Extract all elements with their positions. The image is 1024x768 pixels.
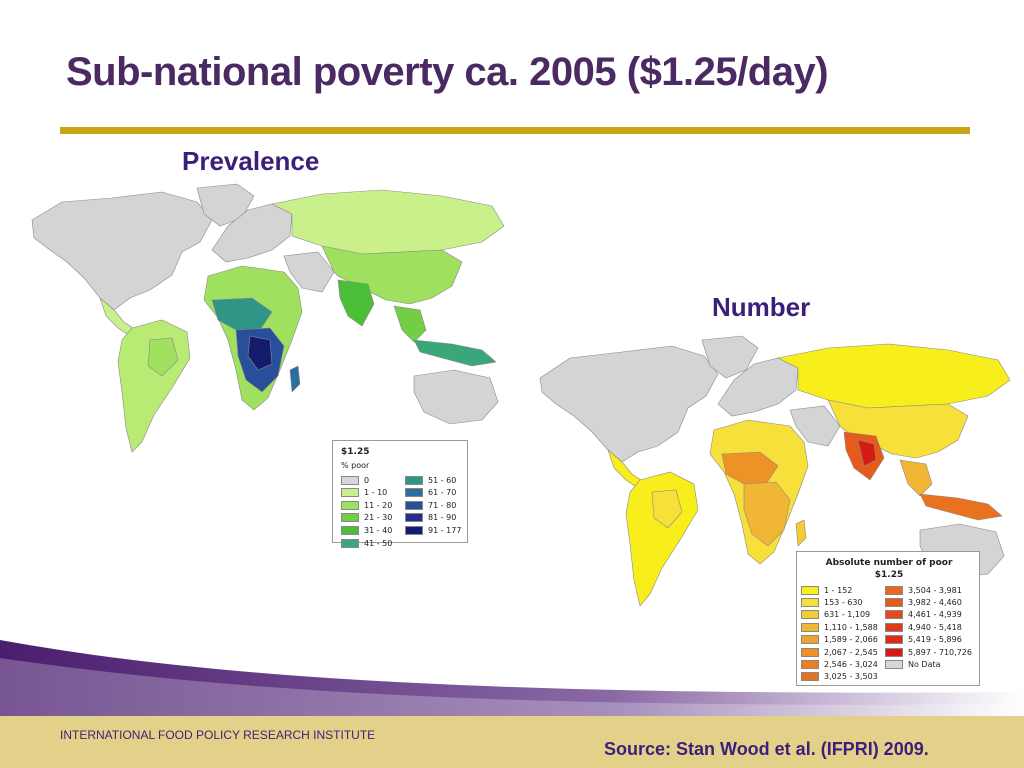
legend-label: No Data xyxy=(908,659,941,669)
legend-label: 2,546 - 3,024 xyxy=(824,659,878,669)
legend-swatch xyxy=(341,500,359,510)
legend-swatch xyxy=(341,525,359,535)
legend-swatch xyxy=(801,659,819,669)
legend-label: 91 - 177 xyxy=(428,525,462,535)
number-legend-item: 3,982 - 4,460 xyxy=(885,597,962,607)
prevalence-legend-item: 11 - 20 xyxy=(341,500,392,510)
legend-label: 21 - 30 xyxy=(364,513,393,523)
number-legend-item: 631 - 1,109 xyxy=(801,610,870,620)
legend-label: 81 - 90 xyxy=(428,513,457,523)
number-legend-item: 3,025 - 3,503 xyxy=(801,672,878,682)
legend-label: 5,419 - 5,896 xyxy=(908,635,962,645)
number-map-label: Number xyxy=(712,292,811,322)
prevalence-legend-title: $1.25 xyxy=(341,447,370,457)
prevalence-world-map xyxy=(31,183,505,453)
number-legend-item: 1,110 - 1,588 xyxy=(801,622,878,632)
legend-swatch xyxy=(885,647,903,657)
legend-label: 31 - 40 xyxy=(364,525,393,535)
number-world-map xyxy=(539,335,1011,607)
prevalence-legend-item: 51 - 60 xyxy=(405,475,456,485)
legend-swatch xyxy=(885,585,903,595)
prevalence-legend-item: 1 - 10 xyxy=(341,488,387,498)
legend-label: 631 - 1,109 xyxy=(824,610,871,620)
legend-label: 0 xyxy=(364,475,370,485)
legend-swatch xyxy=(405,513,423,523)
prevalence-map-label: Prevalence xyxy=(182,146,320,176)
legend-label: 1,589 - 2,066 xyxy=(824,635,878,645)
prevalence-legend-subtitle: % poor xyxy=(341,461,370,470)
legend-swatch xyxy=(801,610,819,620)
legend-label: 5,897 - 710,726 xyxy=(908,647,972,657)
number-legend-item: 3,504 - 3,981 xyxy=(885,585,962,595)
legend-swatch xyxy=(405,500,423,510)
prevalence-legend: $1.25 % poor 0 1 - 10 11 - 20 21 - 30 31 - 4… xyxy=(332,440,468,548)
legend-label: 3,504 - 3,981 xyxy=(908,585,962,595)
legend-swatch xyxy=(801,647,819,657)
prevalence-legend-item: 91 - 177 xyxy=(405,525,461,535)
legend-label: 3,982 - 4,460 xyxy=(908,597,962,607)
legend-swatch xyxy=(801,635,819,645)
institute-name: INTERNATIONAL FOOD POLICY RESEARCH INSTI… xyxy=(60,728,376,742)
prevalence-legend-item: 71 - 80 xyxy=(405,500,456,510)
legend-label: 11 - 20 xyxy=(364,500,393,510)
legend-label: 61 - 70 xyxy=(428,488,457,498)
legend-swatch xyxy=(341,513,359,523)
number-legend-item: 5,419 - 5,896 xyxy=(885,635,962,645)
legend-label: 41 - 50 xyxy=(364,538,393,548)
prevalence-legend-item: 0 xyxy=(341,475,369,485)
number-legend-item: No Data xyxy=(885,659,941,669)
slide-title: Sub-national poverty ca. 2005 ($1.25/day… xyxy=(66,50,829,94)
number-legend-item: 1,589 - 2,066 xyxy=(801,635,878,645)
legend-label: 4,940 - 5,418 xyxy=(908,622,962,632)
legend-swatch xyxy=(341,538,359,548)
source-citation: Source: Stan Wood et al. (IFPRI) 2009. xyxy=(604,739,929,759)
legend-label: 1,110 - 1,588 xyxy=(824,622,878,632)
title-rule xyxy=(60,127,970,134)
legend-swatch xyxy=(885,622,903,632)
legend-swatch xyxy=(885,610,903,620)
prevalence-legend-item: 81 - 90 xyxy=(405,513,456,523)
number-legend-item: 4,461 - 4,939 xyxy=(885,610,962,620)
prevalence-legend-item: 61 - 70 xyxy=(405,488,456,498)
number-legend-item: 4,940 - 5,418 xyxy=(885,622,962,632)
number-legend: Absolute number of poor $1.25 1 - 152 153… xyxy=(796,551,980,686)
legend-swatch xyxy=(885,659,903,669)
legend-swatch xyxy=(885,635,903,645)
legend-label: 51 - 60 xyxy=(428,475,457,485)
legend-label: 1 - 152 xyxy=(824,585,853,595)
number-legend-subtitle: $1.25 xyxy=(874,570,904,580)
legend-label: 1 - 10 xyxy=(364,488,388,498)
prevalence-legend-item: 21 - 30 xyxy=(341,513,392,523)
legend-label: 4,461 - 4,939 xyxy=(908,610,962,620)
legend-swatch xyxy=(405,475,423,485)
legend-swatch xyxy=(341,488,359,498)
number-legend-title: Absolute number of poor xyxy=(825,558,953,568)
legend-label: 3,025 - 3,503 xyxy=(824,672,878,682)
legend-label: 2,067 - 2,545 xyxy=(824,647,878,657)
number-legend-item: 153 - 630 xyxy=(801,597,863,607)
number-legend-item: 2,546 - 3,024 xyxy=(801,659,878,669)
decorative-purple-wave xyxy=(0,640,1024,716)
legend-label: 153 - 630 xyxy=(824,597,863,607)
legend-swatch xyxy=(341,475,359,485)
number-legend-item: 1 - 152 xyxy=(801,585,852,595)
legend-label: 71 - 80 xyxy=(428,500,457,510)
number-legend-item: 5,897 - 710,726 xyxy=(885,647,972,657)
legend-swatch xyxy=(405,525,423,535)
legend-swatch xyxy=(885,597,903,607)
legend-swatch xyxy=(801,672,819,682)
legend-swatch xyxy=(801,585,819,595)
number-legend-item: 2,067 - 2,545 xyxy=(801,647,878,657)
legend-swatch xyxy=(801,622,819,632)
legend-swatch xyxy=(801,597,819,607)
prevalence-legend-item: 31 - 40 xyxy=(341,525,392,535)
prevalence-legend-item: 41 - 50 xyxy=(341,538,392,548)
legend-swatch xyxy=(405,488,423,498)
footer-band xyxy=(0,716,1024,768)
